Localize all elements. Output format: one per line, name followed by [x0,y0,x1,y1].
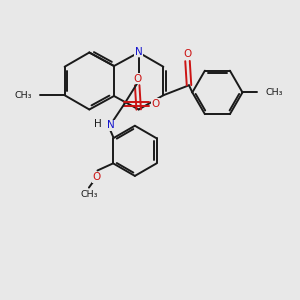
Text: CH₃: CH₃ [14,91,32,100]
Text: CH₃: CH₃ [266,88,283,97]
Text: N: N [135,46,142,57]
Text: O: O [133,74,141,84]
Text: N: N [107,120,115,130]
Text: O: O [151,99,159,109]
Text: H: H [94,119,102,129]
Text: O: O [93,172,101,182]
Text: O: O [183,50,192,59]
Text: CH₃: CH₃ [80,190,98,199]
